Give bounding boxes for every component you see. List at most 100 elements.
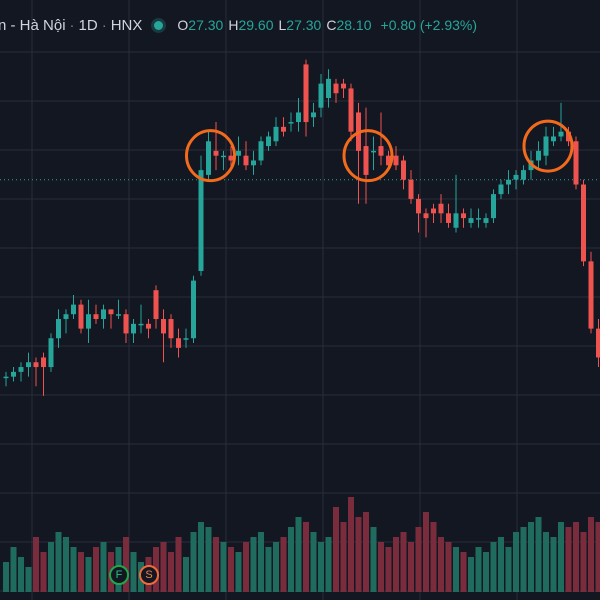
candle-body [581, 184, 586, 262]
candle-body [438, 203, 444, 214]
volume-bar [190, 532, 197, 592]
annotation-circles[interactable] [185, 119, 574, 183]
candlesticks[interactable] [3, 59, 600, 396]
annotation-circle [185, 129, 236, 183]
candle-body [311, 112, 316, 118]
volume-bar [505, 547, 512, 592]
high-value: 29.60 [238, 17, 274, 33]
open-value: 27.30 [188, 17, 224, 33]
volume-bar [498, 537, 504, 592]
exchange-label: HNX [110, 16, 143, 34]
volume-bar [348, 497, 354, 592]
volume-bar [70, 547, 77, 592]
volume-bar [588, 517, 594, 592]
volume-bar [370, 527, 377, 592]
volume-bar [220, 542, 227, 592]
candle-body [513, 174, 519, 180]
candle-body [303, 64, 309, 123]
candle-body [281, 126, 286, 132]
volume-bar [123, 537, 129, 592]
candle-body [258, 141, 264, 161]
volume-bar [415, 527, 422, 592]
candle-body [221, 155, 226, 158]
candle-body [206, 141, 211, 175]
candle-body [393, 155, 399, 166]
volume-bar [520, 527, 527, 592]
candle-body [491, 194, 496, 219]
volume-bar [280, 537, 287, 592]
candle-body [371, 150, 376, 153]
volume-bar [468, 557, 474, 592]
volume-bar [430, 522, 437, 592]
symbol-name[interactable]: n - Hà Nội [0, 16, 66, 34]
volume-bar [198, 522, 204, 592]
candle-body [63, 314, 69, 320]
candle-body [198, 170, 204, 271]
volume-bar [288, 527, 294, 592]
volume-bar [18, 557, 24, 592]
volume-bar [393, 537, 399, 592]
volume-bar [55, 532, 62, 592]
candle-body [266, 136, 271, 147]
candle-body [558, 131, 564, 137]
volume-bar [408, 542, 414, 592]
candle-body [431, 208, 436, 214]
candle-body [18, 367, 24, 372]
volume-bar [400, 532, 407, 592]
volume-bar [273, 542, 279, 592]
volume-bar [558, 522, 564, 592]
candle-body [341, 83, 346, 89]
volume-bar [205, 527, 212, 592]
candle-body [348, 88, 354, 132]
candle-body [476, 218, 481, 220]
candle-body [551, 136, 556, 142]
volume-bar [130, 552, 137, 592]
candle-body [423, 213, 429, 219]
candle-body [453, 213, 459, 228]
close-key: C [326, 17, 337, 33]
candle-body [288, 122, 294, 124]
volume-bar [385, 547, 392, 592]
candle-body [86, 314, 91, 329]
volume-bar [445, 542, 452, 592]
symbol-header[interactable]: n - Hà Nội · 1D · HNX O27.30 H29.60 L27.… [0, 14, 477, 36]
candle-body [41, 357, 46, 368]
candle-body [26, 362, 31, 368]
volume-bar [40, 552, 47, 592]
candle-body [536, 150, 541, 161]
candle-body [56, 319, 61, 339]
candle-body [183, 338, 189, 340]
candle-body [213, 150, 219, 156]
candle-body [146, 323, 151, 329]
volume-bar [235, 552, 242, 592]
volume-bar [528, 522, 534, 592]
volume-bar [333, 507, 339, 592]
separator: · [101, 16, 107, 34]
interval-label[interactable]: 1D [78, 16, 98, 34]
candle-body [273, 126, 279, 142]
candle-body [386, 155, 391, 166]
volume-bar [325, 537, 332, 592]
candle-body [161, 319, 166, 334]
volume-bar [160, 542, 167, 592]
candle-body [251, 160, 256, 166]
candle-body [498, 184, 504, 195]
annotation-circle [522, 119, 574, 173]
candle-body [408, 179, 414, 199]
volume-bar [363, 512, 369, 592]
volume-bar [475, 547, 482, 592]
volume-bar [228, 547, 234, 592]
volume-bar [100, 542, 107, 592]
separator: · [69, 16, 75, 34]
financials-marker-icon[interactable]: F [109, 565, 129, 585]
volume-bar [573, 522, 579, 592]
candle-body [176, 338, 181, 348]
candle-body [131, 323, 136, 334]
volume-bar [48, 542, 54, 592]
volume-bar [340, 522, 347, 592]
split-marker-icon[interactable]: S [139, 565, 159, 585]
open-key: O [177, 17, 189, 33]
volume-bar [565, 527, 572, 592]
